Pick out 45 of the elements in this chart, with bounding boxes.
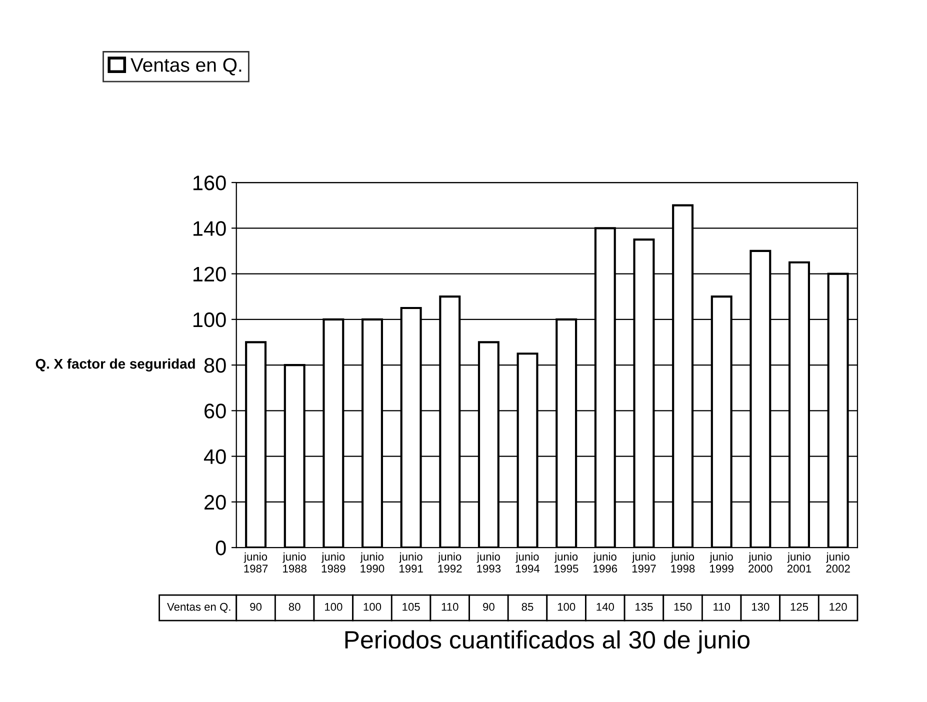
data-label: 120	[830, 602, 847, 611]
x-axis-title: Periodos cuantificados al 30 de junio	[345, 630, 750, 654]
y-tick-label: 0	[216, 540, 226, 556]
x-tick-label: junio 2002	[826, 552, 850, 573]
data-label: 90	[250, 602, 262, 611]
y-tick-label: 40	[204, 449, 226, 464]
x-tick-label: junio 1996	[593, 552, 618, 573]
text: Ventas en Q.	[167, 602, 230, 613]
y-tick-label: 120	[193, 266, 226, 282]
x-tick-label: junio 2001	[787, 552, 812, 573]
x-tick-label: junio 1995	[554, 552, 578, 573]
legend-label: Ventas en Q.	[130, 58, 242, 76]
x-tick-label: junio 1987	[244, 552, 268, 573]
x-tick-label: junio 1989	[321, 552, 346, 573]
y-tick-label: 140	[193, 221, 226, 236]
x-tick-label: junio 1991	[399, 552, 423, 573]
data-label: 90	[483, 602, 494, 611]
x-tick-label: junio 1994	[516, 552, 540, 573]
x-tick-label: junio 1997	[632, 552, 656, 573]
y-tick-label: 20	[204, 494, 226, 510]
x-tick-label: junio 1990	[360, 552, 384, 573]
x-tick-label: junio 1998	[670, 552, 695, 573]
data-label: 105	[402, 602, 420, 611]
data-label: 140	[596, 602, 614, 611]
data-label: 100	[325, 602, 342, 611]
x-tick-label: junio 1992	[438, 552, 462, 573]
y-tick-label: 100	[193, 312, 226, 328]
data-label: 150	[674, 602, 692, 611]
y-axis-title: Q. X factor de seguridad	[36, 358, 195, 372]
y-tick-label: 80	[204, 358, 226, 373]
x-tick-label: junio 1999	[710, 552, 734, 573]
data-label: 135	[636, 602, 653, 611]
y-tick-label: 160	[193, 176, 226, 190]
data-label: 100	[364, 602, 382, 611]
data-label: 100	[558, 602, 576, 611]
x-tick-label: junio 2000	[748, 552, 772, 573]
x-tick-label: junio 1993	[476, 552, 501, 573]
data-label: 85	[522, 602, 534, 611]
data-label: 125	[790, 602, 808, 611]
data-label: 80	[288, 602, 300, 611]
data-label: 110	[442, 602, 458, 611]
data-label: 130	[752, 602, 770, 611]
data-label: 110	[714, 602, 730, 611]
y-tick-label: 60	[204, 404, 226, 418]
x-tick-label: junio 1988	[282, 552, 306, 573]
